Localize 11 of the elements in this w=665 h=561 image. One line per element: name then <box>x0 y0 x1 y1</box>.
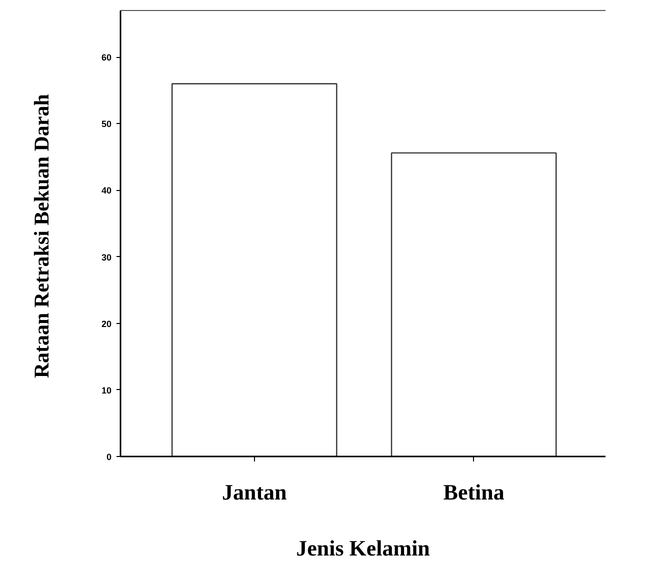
x-tick-label: Betina <box>443 480 504 504</box>
y-tick-label: 50 <box>101 119 112 130</box>
y-tick-label: 0 <box>106 452 112 462</box>
y-tick-label: 40 <box>101 186 112 196</box>
y-tick-label: 10 <box>101 385 112 396</box>
y-axis-title: Rataan Retraksi Bekuan Darah <box>29 94 54 378</box>
y-tick-label: 20 <box>101 318 112 329</box>
x-tick-label: Jantan <box>222 480 287 504</box>
y-tick-label: 60 <box>101 52 112 63</box>
x-axis-title: Jenis Kelamin <box>296 536 430 560</box>
y-tick-label: 30 <box>101 252 112 262</box>
